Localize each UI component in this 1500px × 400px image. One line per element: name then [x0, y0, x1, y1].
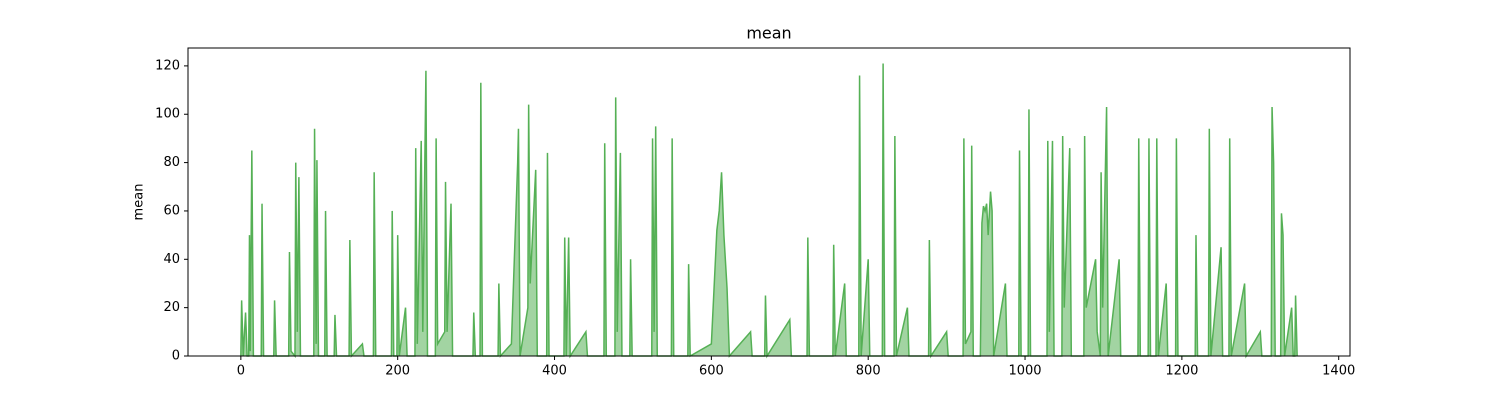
- y-tick-label: 120: [155, 58, 180, 73]
- y-tick-label: 40: [163, 252, 180, 267]
- y-axis-label: mean: [132, 184, 147, 221]
- chart-title: mean: [746, 24, 791, 43]
- x-tick-label: 1000: [1008, 364, 1041, 379]
- y-tick-label: 0: [172, 349, 180, 364]
- plot-frame: [187, 47, 1351, 357]
- x-tick-label: 0: [237, 364, 245, 379]
- y-tick-label: 100: [155, 107, 180, 122]
- y-tick-label: 80: [163, 155, 180, 170]
- x-tick-label: 1200: [1165, 364, 1198, 379]
- y-tick-label: 60: [163, 203, 180, 218]
- x-tick-label: 800: [856, 364, 881, 379]
- x-tick-label: 400: [542, 364, 567, 379]
- x-tick-label: 200: [385, 364, 410, 379]
- line: [240, 63, 1298, 359]
- x-tick-label: 600: [699, 364, 724, 379]
- x-tick-label: 1400: [1322, 364, 1355, 379]
- y-tick-label: 20: [163, 300, 180, 315]
